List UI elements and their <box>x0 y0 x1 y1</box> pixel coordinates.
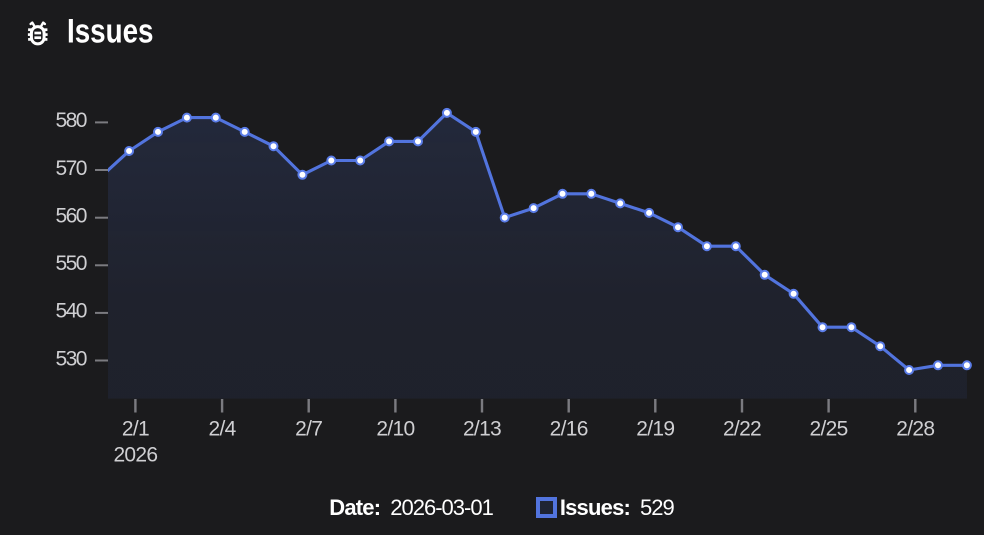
svg-text:2/19: 2/19 <box>636 418 674 441</box>
svg-text:550: 550 <box>55 252 86 275</box>
svg-text:2/28: 2/28 <box>896 418 934 441</box>
svg-text:2/16: 2/16 <box>550 418 588 441</box>
svg-text:560: 560 <box>55 205 86 228</box>
svg-text:2/4: 2/4 <box>209 418 237 441</box>
svg-text:530: 530 <box>55 347 86 370</box>
svg-text:2/10: 2/10 <box>376 418 414 441</box>
svg-text:2/22: 2/22 <box>723 418 761 441</box>
svg-text:2/7: 2/7 <box>295 418 322 441</box>
svg-text:540: 540 <box>55 300 86 323</box>
svg-text:Issues: Issues <box>67 13 154 51</box>
svg-text:2026: 2026 <box>113 444 157 467</box>
svg-text:2/25: 2/25 <box>810 418 848 441</box>
svg-text:2/1: 2/1 <box>122 418 149 441</box>
svg-text:570: 570 <box>55 157 86 180</box>
svg-text:2/13: 2/13 <box>463 418 501 441</box>
svg-text:580: 580 <box>55 109 86 132</box>
